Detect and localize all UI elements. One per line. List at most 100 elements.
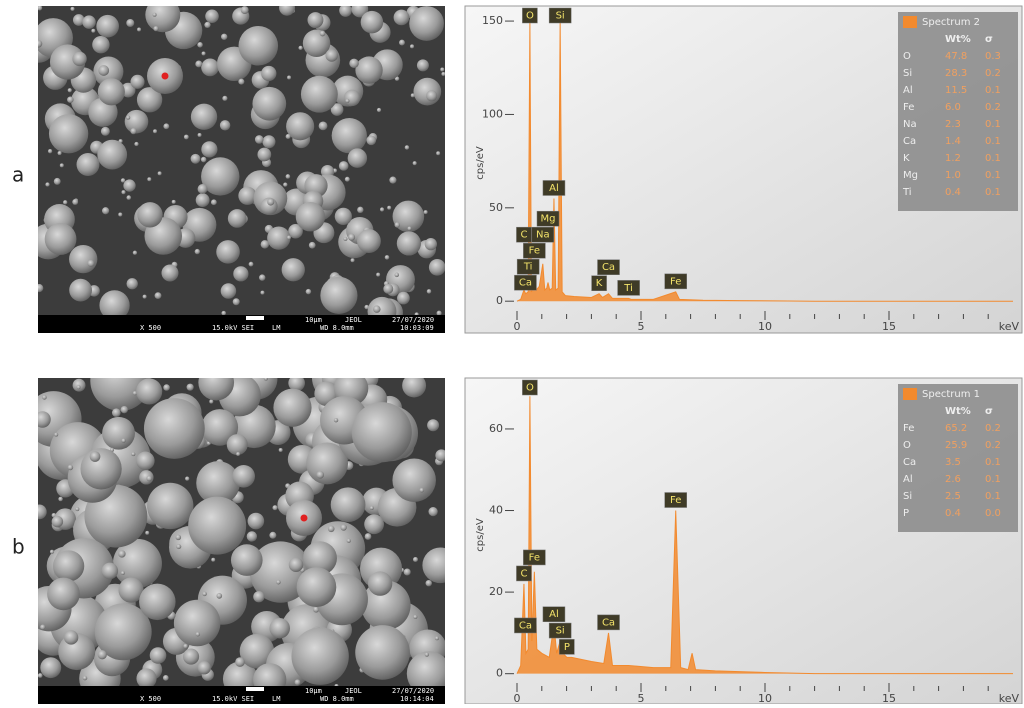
particle [416,59,429,72]
table-sigma: 0.2 [985,68,1001,79]
particle [339,6,352,17]
particle [302,29,331,57]
particle [216,240,240,264]
particle [137,27,142,32]
table-sigma: 0.1 [985,153,1001,164]
analysis-spot [161,72,169,80]
particle [123,179,136,192]
particle [364,533,372,540]
particle [285,174,291,179]
particle [435,449,445,462]
particle [145,6,181,33]
particle [121,190,126,195]
y-tick-label: 100 [482,107,503,120]
particle [262,135,276,149]
table-element: P [903,508,909,519]
x-tick-label: 5 [638,692,645,704]
particle [413,77,442,106]
table-sigma: 0.1 [985,170,1001,181]
particle [118,212,123,217]
particle [392,458,436,502]
table-element: Si [903,68,912,79]
particle [80,448,122,490]
peak-label-box [597,614,620,631]
particle [183,648,200,665]
particle [221,33,228,40]
y-tick-label: 50 [489,201,503,214]
spectrum-line [516,396,1013,675]
particle [63,630,79,645]
table-wt: 11.5 [945,85,967,96]
particle [47,149,53,154]
table-wt: 2.3 [945,119,961,130]
x-tick-label: 10 [758,320,772,333]
y-axis-label: cps/eV [475,518,486,552]
particle [176,544,182,550]
particle [235,657,245,667]
particle [334,207,352,225]
y-tick-label: 0 [496,667,503,680]
particle [190,103,218,130]
peak-label-box [514,617,537,634]
particle [394,222,400,228]
particle [163,123,170,130]
peak-label-box [617,280,640,296]
peak-label-box [516,565,532,582]
peak-label: Fe [529,552,540,563]
sem-image: 10µm JEOL 27/07/2020 X 500 15.0kV SEI LM WD 8.… [38,378,445,704]
table-sigma: 0.1 [985,119,1001,130]
peak-label: Ca [519,278,532,289]
sem-info: 10:03:09 [400,324,434,332]
particle [357,229,381,253]
peak-label: Fe [670,276,681,287]
particle [273,388,312,427]
table-sigma: 0.3 [985,51,1001,62]
particle [131,452,136,457]
particle [364,514,384,535]
particle [440,67,445,72]
table-element: K [903,153,910,164]
table-element: Fe [903,102,914,113]
table-element: Al [903,85,913,96]
particle [69,278,92,302]
peak-label-box [597,259,620,275]
particle [221,310,226,316]
particle [236,451,241,456]
peak-label-box [542,606,566,622]
x-tick-label: 10 [758,692,772,704]
sem-info: X 500 [140,695,161,703]
particle [246,531,258,542]
peak-label: Ca [602,262,615,273]
particle [366,135,377,146]
analysis-spot [300,514,308,522]
peak-label-box [522,379,538,396]
peak-label-box [522,7,538,24]
particle [278,448,283,453]
particle [402,378,427,398]
particle [286,235,292,240]
particle [276,579,281,585]
particle [211,557,216,562]
sem-info: X 500 [140,324,161,332]
peak-label: Fe [670,495,681,506]
particle [76,385,81,390]
particle [173,599,221,647]
particle [198,378,235,401]
particle [379,207,385,212]
particle [367,571,393,596]
particle [348,233,356,241]
particle [298,45,303,50]
particle [325,49,338,62]
peak-label-box [523,242,546,259]
particle [376,107,382,113]
particle [427,419,440,432]
particle [111,408,121,417]
particle [58,496,63,502]
particle [294,679,301,686]
particle [147,482,194,530]
particle [195,631,201,637]
particle [118,550,126,558]
particle [247,512,265,530]
particle [87,259,95,267]
particle [197,661,211,675]
